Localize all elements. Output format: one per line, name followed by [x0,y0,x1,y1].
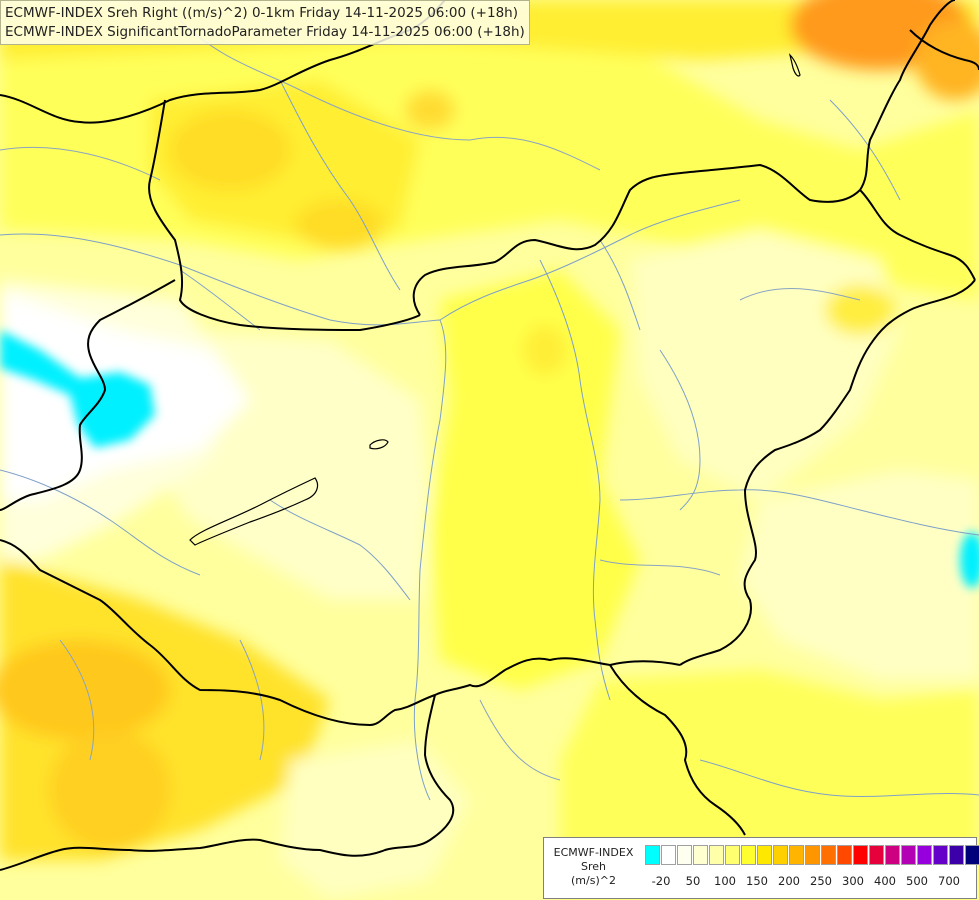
legend-tick-label: 700 [938,874,960,888]
legend-swatch [789,845,804,865]
legend-swatch [853,845,868,865]
legend-swatch [821,845,836,865]
lake-small [369,439,389,450]
legend-swatch [741,845,756,865]
legend-title-line-1: ECMWF-INDEX [553,846,634,859]
negative-sreh-areas [0,330,979,588]
map-title: ECMWF-INDEX Sreh Right ((m/s)^2) 0-1km F… [0,0,530,45]
legend-tick-label: 50 [685,874,701,888]
legend-swatch [869,845,884,865]
legend-swatch [677,845,692,865]
legend-swatch [949,845,964,865]
title-line-1: ECMWF-INDEX Sreh Right ((m/s)^2) 0-1km F… [5,5,518,21]
lake-north [788,53,801,77]
legend-swatch [645,845,660,865]
legend-swatch [757,845,772,865]
legend-title: ECMWF-INDEX Sreh (m/s)^2 [546,846,641,888]
legend-swatch [693,845,708,865]
legend-swatch [917,845,932,865]
legend-tick-label: 150 [746,874,768,888]
title-line-2: ECMWF-INDEX SignificantTornadoParameter … [5,24,525,40]
legend-swatch [661,845,676,865]
legend-title-line-2: Sreh [580,860,606,873]
legend-tick-label: -20 [651,874,671,888]
legend-swatch [709,845,724,865]
legend-swatch [965,845,979,865]
lake-balaton [189,477,319,546]
legend-tick-label: 100 [714,874,736,888]
legend-swatch [805,845,820,865]
legend-title-line-3: (m/s)^2 [571,874,616,887]
legend-swatch [773,845,788,865]
legend-swatches [645,845,979,865]
legend-swatch [885,845,900,865]
legend-swatch [901,845,916,865]
lakes [189,53,801,546]
legend-tick-label: 400 [874,874,896,888]
legend-tick-label: 200 [778,874,800,888]
legend-swatch [933,845,948,865]
color-legend: ECMWF-INDEX Sreh (m/s)^2 -20 50 100 150 200 2… [543,837,979,899]
legend-tick-label: 300 [842,874,864,888]
legend-swatch [725,845,740,865]
legend-ticks: -20 50 100 150 200 250 300 400 500 700 [645,874,975,890]
legend-tick-label: 250 [810,874,832,888]
legend-swatch [837,845,852,865]
legend-tick-label: 500 [906,874,928,888]
